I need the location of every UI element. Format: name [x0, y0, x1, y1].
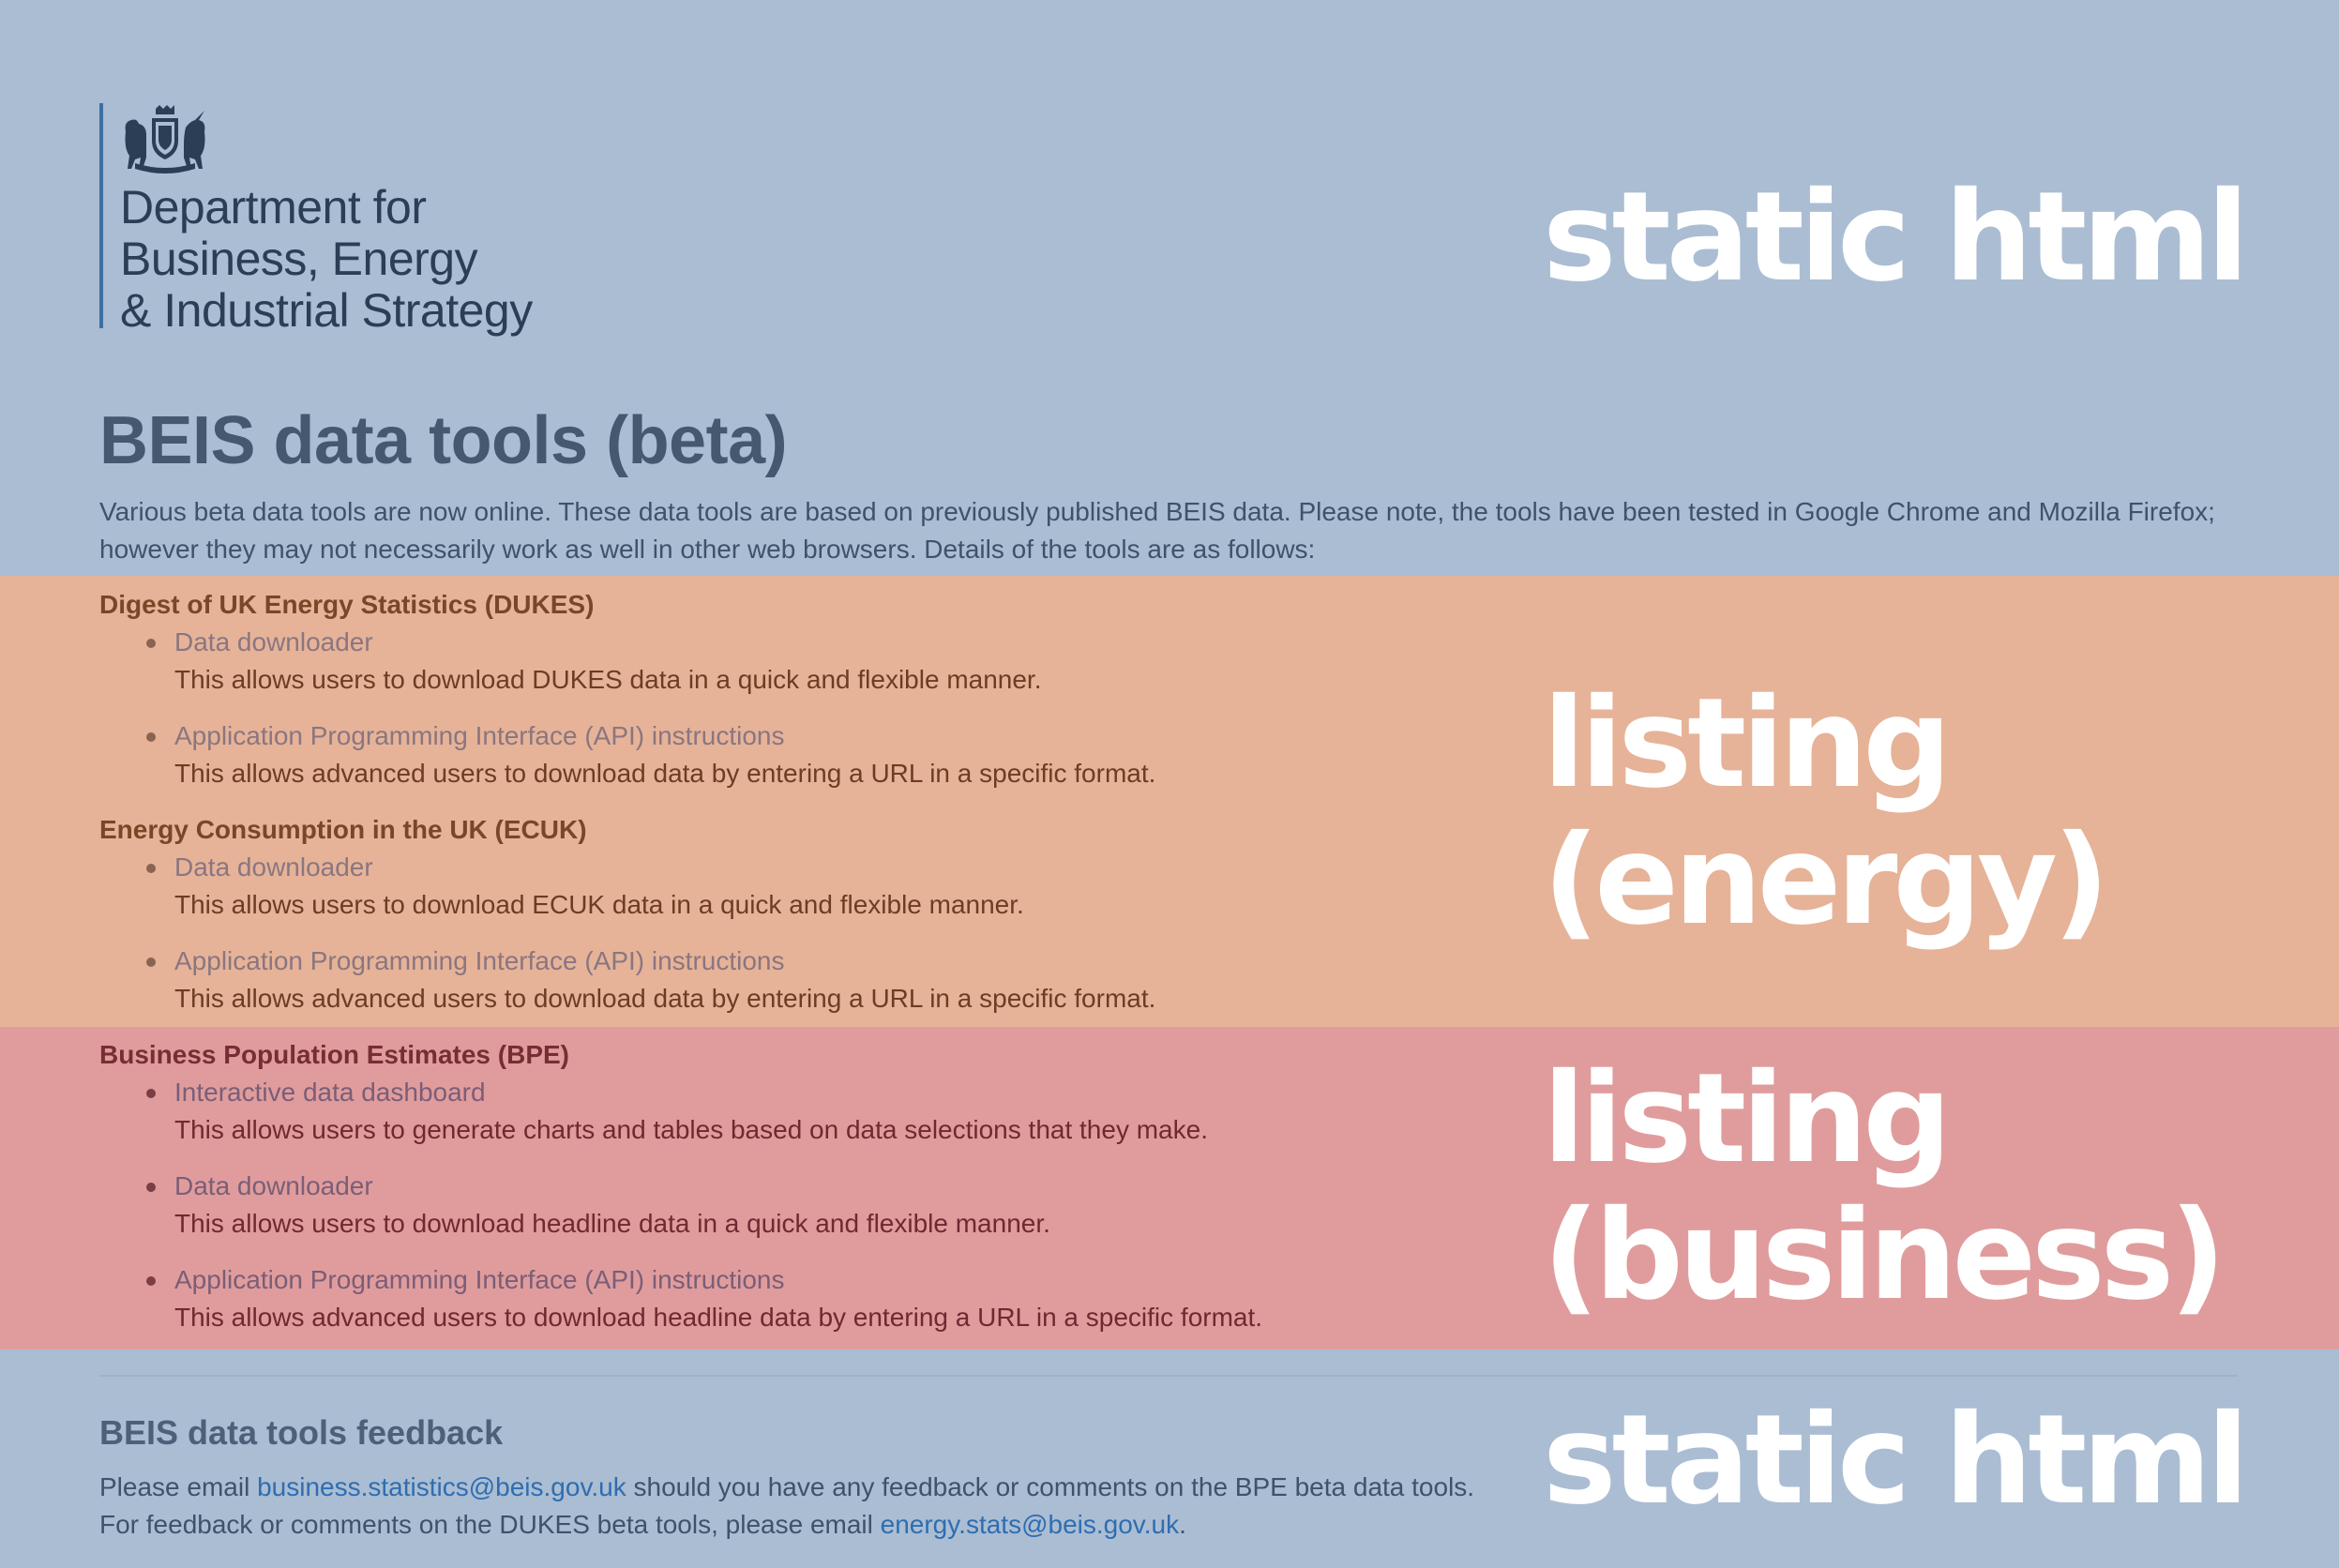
overlay-label-energy-2: (energy) [1543, 808, 2109, 953]
ecuk-data-downloader-link[interactable]: Data downloader [174, 852, 373, 882]
logo-line-2: Business, Energy [120, 233, 478, 285]
overlay-label-static-top: static html [1543, 165, 2249, 309]
logo-line-3: & Industrial Strategy [120, 284, 533, 337]
list-item: Application Programming Interface (API) … [146, 1261, 1487, 1336]
feedback-heading: BEIS data tools feedback [99, 1413, 504, 1452]
royal-crest-icon [125, 105, 205, 173]
list-item: Application Programming Interface (API) … [146, 717, 1487, 792]
item-description: This allows users to download DUKES data… [174, 665, 1042, 694]
intro-paragraph: Various beta data tools are now online. … [99, 497, 2215, 564]
section-heading-dukes: Digest of UK Energy Statistics (DUKES) [99, 590, 595, 619]
list-item: Interactive data dashboard This allows u… [146, 1074, 1487, 1149]
business-statistics-email-link[interactable]: business.statistics@beis.gov.uk [257, 1472, 626, 1501]
list-item: Data downloader This allows users to dow… [146, 849, 1487, 924]
feedback-line-2: For feedback or comments on the DUKES be… [99, 1506, 1186, 1544]
ecuk-api-instructions-link[interactable]: Application Programming Interface (API) … [174, 946, 785, 975]
business-listing-region [0, 1027, 2339, 1349]
bullet-icon [146, 639, 156, 648]
page-title: BEIS data tools (beta) [99, 403, 788, 478]
overlay-label-energy-1: listing [1543, 671, 1952, 816]
bpe-dashboard-link[interactable]: Interactive data dashboard [174, 1078, 486, 1107]
feedback-line-1: Please email business.statistics@beis.go… [99, 1469, 1474, 1506]
logo-text: Department for Business, Energy & Indust… [120, 182, 533, 337]
list-item: Data downloader This allows users to dow… [146, 1168, 1487, 1243]
item-description: This allows advanced users to download h… [174, 1303, 1263, 1332]
feedback-line-2-suffix: . [1179, 1510, 1186, 1539]
list-item: Application Programming Interface (API) … [146, 942, 1487, 1018]
energy-listing-region [0, 576, 2339, 1027]
item-description: This allows users to download ECUK data … [174, 890, 1024, 919]
beis-logo[interactable]: Department for Business, Energy & Indust… [99, 103, 587, 337]
logo-line-1: Department for [120, 181, 427, 234]
bullet-icon [146, 864, 156, 873]
overlay-label-business-1: listing [1543, 1047, 1952, 1191]
overlay-label-business-2: (business) [1543, 1184, 2226, 1328]
logo-bar [99, 103, 103, 328]
bullet-icon [146, 1276, 156, 1286]
item-description: This allows users to generate charts and… [174, 1115, 1208, 1144]
bpe-data-downloader-link[interactable]: Data downloader [174, 1171, 373, 1200]
static-html-region-bottom [0, 1349, 2339, 1568]
energy-stats-email-link[interactable]: energy.stats@beis.gov.uk [880, 1510, 1180, 1539]
divider [99, 1375, 2238, 1377]
dukes-api-instructions-link[interactable]: Application Programming Interface (API) … [174, 721, 785, 750]
item-description: This allows advanced users to download d… [174, 759, 1156, 788]
list-item: Data downloader This allows users to dow… [146, 624, 1487, 699]
dukes-data-downloader-link[interactable]: Data downloader [174, 627, 373, 656]
static-html-region-top [0, 0, 2339, 576]
feedback-line-1-prefix: Please email [99, 1472, 258, 1501]
overlay-label-static-bottom: static html [1543, 1388, 2249, 1532]
bullet-icon [146, 957, 156, 967]
bpe-api-instructions-link[interactable]: Application Programming Interface (API) … [174, 1265, 785, 1294]
section-heading-ecuk: Energy Consumption in the UK (ECUK) [99, 815, 587, 844]
bullet-icon [146, 732, 156, 742]
section-heading-bpe: Business Population Estimates (BPE) [99, 1040, 569, 1069]
feedback-line-1-suffix: should you have any feedback or comments… [626, 1472, 1475, 1501]
item-description: This allows users to download headline d… [174, 1209, 1050, 1238]
feedback-line-2-prefix: For feedback or comments on the DUKES be… [99, 1510, 881, 1539]
bullet-icon [146, 1183, 156, 1192]
item-description: This allows advanced users to download d… [174, 984, 1156, 1013]
bullet-icon [146, 1089, 156, 1098]
